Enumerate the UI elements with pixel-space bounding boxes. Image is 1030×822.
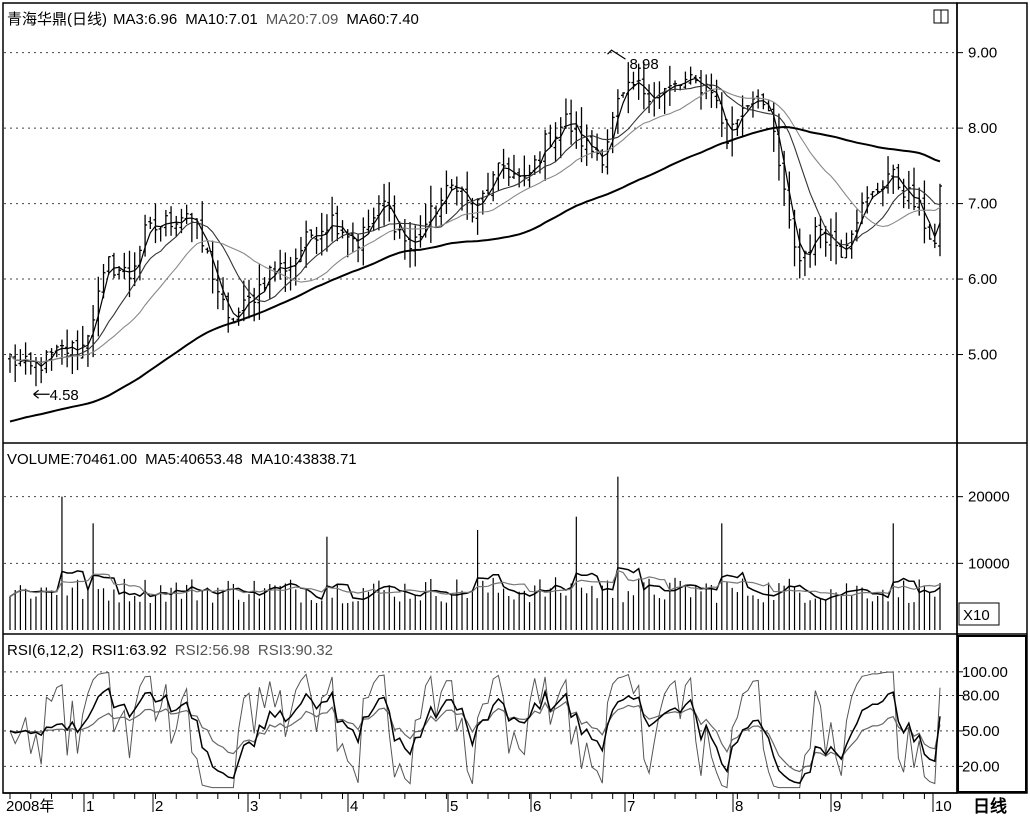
low-marker-label: 4.58	[50, 387, 79, 404]
month-label: 5	[450, 798, 458, 815]
price-moving-averages	[9, 77, 941, 423]
ma10-value: 7.01	[229, 11, 258, 28]
rsi-header: RSI(6,12,2) RSI1:63.92 RSI2:56.98 RSI3:90.3…	[7, 642, 333, 659]
low-marker-arrow	[33, 389, 50, 399]
ma20-line	[9, 88, 941, 363]
volume-ma5-line	[9, 566, 941, 601]
rsi-lines	[9, 671, 941, 789]
volume-moving-averages	[9, 566, 941, 601]
volume-label: VOLUME	[7, 451, 70, 468]
price-tick-label: 6.00	[968, 271, 997, 288]
rsi2-line	[9, 700, 941, 773]
price-axis: 9.00 8.00 7.00 6.00 5.00	[957, 45, 997, 364]
rsi-tick-label: 80.00	[962, 687, 1000, 704]
rsi2-value: 56.98	[212, 642, 250, 659]
volume-tick-label: 20000	[968, 489, 1010, 506]
rsi-tick-label: 100.00	[962, 664, 1008, 681]
ma60-value: 7.40	[390, 11, 419, 28]
rsi-tick-label: 20.00	[962, 758, 1000, 775]
price-annotations: 8.98 4.58	[33, 49, 659, 404]
rsi-title: RSI(6,12,2)	[7, 642, 84, 659]
price-tick-label: 8.00	[968, 120, 997, 137]
volume-unit-box	[958, 602, 1000, 626]
vol-ma5-label: MA5	[145, 451, 176, 468]
volume-unit-label: X10	[963, 607, 990, 624]
volume-tick-label: 10000	[968, 555, 1010, 572]
price-tick-label: 7.00	[968, 196, 997, 213]
volume-bars	[9, 476, 941, 630]
stock-title: 青海华鼎(日线)	[7, 11, 107, 28]
month-label: 1	[86, 798, 94, 815]
rsi3-line	[9, 671, 941, 789]
candles	[8, 61, 942, 387]
month-label: 3	[250, 798, 258, 815]
ma20-value: 7.09	[309, 11, 338, 28]
rsi1-label: RSI1	[92, 642, 125, 659]
vol-ma5-value: 40653.48	[180, 451, 243, 468]
high-marker-label: 8.98	[629, 56, 658, 73]
rsi3-value: 90.32	[295, 642, 333, 659]
price-tick-label: 9.00	[968, 45, 997, 62]
rsi1-line	[9, 687, 941, 784]
vol-ma10-label: MA10	[251, 451, 290, 468]
month-label: 7	[627, 798, 635, 815]
price-header: 青海华鼎(日线) MA3:6.96 MA10:7.01 MA20:7.09 MA60:7…	[7, 11, 419, 28]
ma10-label: MA10	[185, 11, 224, 28]
month-label: 8	[735, 798, 743, 815]
ma10-line	[9, 84, 941, 363]
volume-grid	[4, 496, 956, 564]
period-label: 日线	[973, 796, 1007, 816]
rsi3-label: RSI3	[258, 642, 291, 659]
time-axis: 2008年 1 2 3 4 5 6 7 8 9 10	[6, 793, 952, 815]
rsi-tick-label: 50.00	[962, 723, 1000, 740]
vol-ma10-value: 43838.71	[294, 451, 357, 468]
price-tick-label: 5.00	[968, 347, 997, 364]
ma60-line	[9, 125, 941, 423]
rsi-axis: 100.00 80.00 50.00 20.00	[957, 664, 1008, 775]
ma60-label: MA60	[346, 11, 385, 28]
volume-value: 70461.00	[75, 451, 138, 468]
month-label: 10	[935, 798, 952, 815]
volume-ma10-line	[9, 569, 941, 598]
month-label: 2008年	[6, 798, 54, 815]
high-marker-arrow	[607, 49, 626, 60]
month-label: 6	[533, 798, 541, 815]
ma3-label: MA3	[113, 11, 144, 28]
rsi-axis-box	[957, 635, 1027, 793]
month-label: 2	[155, 798, 163, 815]
volume-header: VOLUME:70461.00 MA5:40653.48 MA10:43838.71	[7, 451, 357, 468]
month-label: 9	[833, 798, 841, 815]
ma20-label: MA20	[266, 11, 305, 28]
ma3-line	[9, 77, 941, 368]
rsi2-label: RSI2	[175, 642, 208, 659]
month-label: 4	[350, 798, 358, 815]
rsi-grid	[4, 671, 956, 767]
ma3-value: 6.96	[148, 11, 177, 28]
volume-axis: 20000 10000	[957, 489, 1010, 572]
rsi1-value: 63.92	[129, 642, 167, 659]
